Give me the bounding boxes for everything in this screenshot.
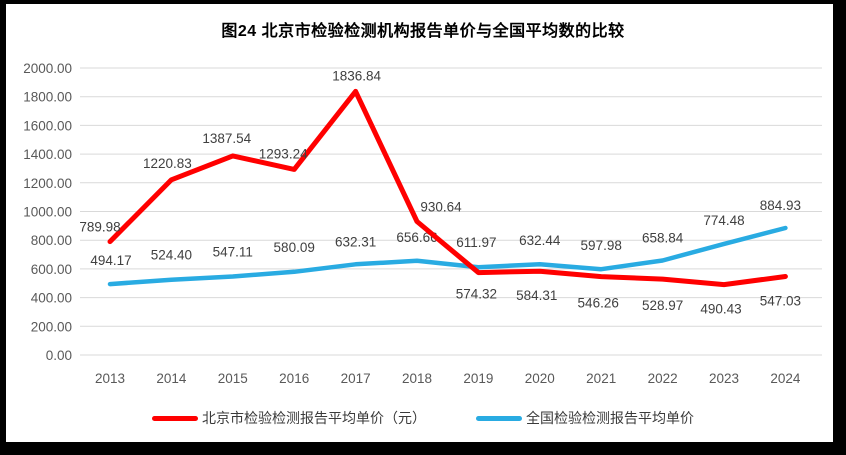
series-line-national <box>107 225 788 287</box>
y-tick-label: 0.00 <box>46 348 72 363</box>
legend-label-beijing: 北京市检验检测报告平均单价（元） <box>202 410 426 426</box>
data-label-national: 547.11 <box>213 244 253 259</box>
data-label-national: 774.48 <box>703 213 744 228</box>
series-line-beijing <box>107 88 788 288</box>
x-tick-label: 2022 <box>648 371 678 386</box>
chart-title: 图24 北京市检验检测机构报告单价与全国平均数的比较 <box>221 23 625 40</box>
data-label-national: 884.93 <box>760 198 801 213</box>
data-label-beijing: 547.03 <box>760 294 801 309</box>
y-tick-label: 1600.00 <box>23 118 72 133</box>
data-label-beijing: 490.43 <box>700 302 741 317</box>
y-tick-label: 800.00 <box>31 233 72 248</box>
data-label-national: 632.44 <box>519 233 561 248</box>
data-label-beijing: 584.31 <box>516 288 557 303</box>
x-tick-label: 2019 <box>463 371 493 386</box>
x-tick-label: 2024 <box>770 371 801 386</box>
data-label-national: 632.31 <box>335 234 376 249</box>
x-tick-label: 2014 <box>156 371 187 386</box>
frame-border-top <box>0 0 846 4</box>
frame-border-bottom <box>0 442 846 455</box>
data-label-national: 580.09 <box>274 240 315 255</box>
x-tick-label: 2016 <box>279 371 309 386</box>
data-label-national: 494.17 <box>90 253 131 268</box>
data-label-beijing: 789.98 <box>79 220 120 235</box>
x-tick-label: 2023 <box>709 371 739 386</box>
y-tick-label: 1400.00 <box>23 147 72 162</box>
legend-label-national: 全国检验检测报告平均单价 <box>526 410 694 426</box>
frame-border-left <box>0 0 6 455</box>
x-tick-label: 2017 <box>341 371 371 386</box>
data-label-beijing: 528.97 <box>642 298 683 313</box>
x-tick-label: 2015 <box>218 371 248 386</box>
data-label-national: 597.98 <box>581 238 622 253</box>
data-label-beijing: 930.64 <box>420 199 462 214</box>
legend-line-swatch-beijing <box>152 415 198 421</box>
y-tick-label: 1000.00 <box>23 205 72 220</box>
legend-item-national: 全国检验检测报告平均单价 <box>476 408 694 428</box>
data-label-beijing: 1387.54 <box>202 131 251 146</box>
frame-border-right <box>833 0 846 455</box>
x-tick-label: 2021 <box>586 371 616 386</box>
data-label-national: 524.40 <box>151 248 192 263</box>
data-label-national: 611.97 <box>456 235 496 250</box>
y-tick-label: 400.00 <box>31 291 72 306</box>
data-label-national: 658.84 <box>642 230 684 245</box>
y-tick-label: 2000.00 <box>23 61 72 76</box>
y-tick-label: 1200.00 <box>23 176 72 191</box>
data-label-beijing: 1836.84 <box>332 68 381 83</box>
data-label-national: 656.66 <box>396 230 437 245</box>
x-tick-label: 2013 <box>95 371 125 386</box>
legend-line-swatch-national <box>476 415 522 421</box>
data-label-beijing: 1220.83 <box>143 156 192 171</box>
y-tick-label: 600.00 <box>31 262 72 277</box>
data-label-beijing: 574.32 <box>456 287 497 302</box>
x-tick-label: 2018 <box>402 371 432 386</box>
y-tick-label: 200.00 <box>31 319 72 334</box>
legend-item-beijing: 北京市检验检测报告平均单价（元） <box>152 408 426 428</box>
data-label-beijing: 546.26 <box>578 296 619 311</box>
y-tick-label: 1800.00 <box>23 90 72 105</box>
data-label-beijing: 1293.24 <box>259 146 308 161</box>
legend: 北京市检验检测报告平均单价（元） 全国检验检测报告平均单价 <box>0 408 846 428</box>
x-tick-label: 2020 <box>525 371 555 386</box>
